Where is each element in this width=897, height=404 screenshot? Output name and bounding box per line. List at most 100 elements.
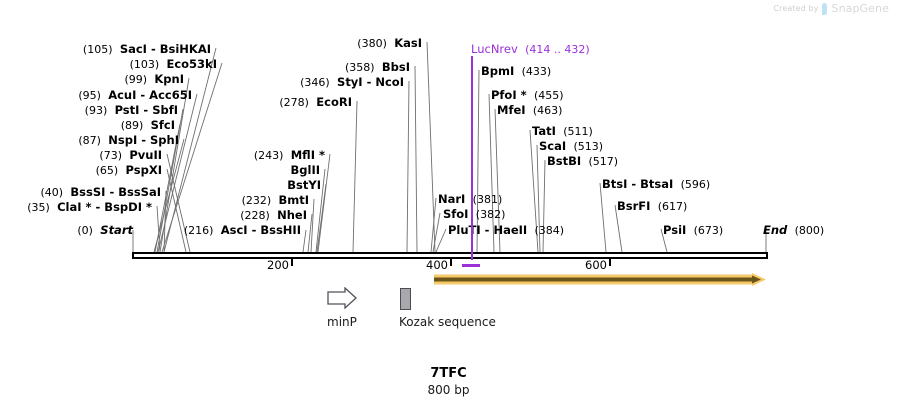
construct-length: 800 bp: [427, 383, 470, 397]
enzyme-name-acuI: AcuI - Acc65I: [108, 88, 192, 102]
enzyme-label-plutI[interactable]: PluTI - HaeII (384): [448, 224, 564, 237]
enzyme-position-bssSI: (40): [40, 186, 64, 199]
enzyme-label-scaI[interactable]: ScaI (513): [539, 140, 603, 153]
primer-lucnrev-line[interactable]: [471, 56, 473, 260]
enzyme-label-pstI[interactable]: (93) PstI - SbfI: [85, 104, 178, 117]
enzyme-label-kpnI[interactable]: (99) KpnI: [124, 73, 184, 86]
enzyme-label-bsrFI[interactable]: BsrFI (617): [617, 200, 687, 213]
enzyme-label-lucnrev[interactable]: LucNrev (414 .. 432): [471, 43, 590, 56]
enzyme-label-claI[interactable]: (35) ClaI * - BspDI *: [27, 201, 152, 214]
minp-open-arrow-icon[interactable]: [327, 286, 357, 310]
enzyme-label-narI[interactable]: NarI (381): [438, 193, 502, 206]
enzyme-label-mfeI[interactable]: MfeI (463): [497, 104, 562, 117]
enzyme-name-sacI: SacI - BsiHKAI: [119, 42, 211, 56]
enzyme-name-bpmI: BpmI: [481, 64, 515, 78]
enzyme-label-bmtI[interactable]: (232) BmtI: [242, 194, 309, 207]
enzyme-name-bglII: BglII: [290, 163, 321, 177]
enzyme-name-scaI: ScaI: [539, 139, 567, 153]
enzyme-position-kpnI: (99): [124, 73, 148, 86]
ruler-tick-label-400: 400: [426, 258, 448, 272]
enzyme-position-pfoI: (455): [533, 89, 564, 102]
enzyme-label-psiI[interactable]: PsiI (673): [663, 224, 723, 237]
enzyme-label-bssSI[interactable]: (40) BssSI - BssSaI: [41, 186, 161, 199]
enzyme-label-sfoI[interactable]: SfoI (382): [443, 208, 505, 221]
enzyme-label-nheI[interactable]: (228) NheI: [240, 209, 307, 222]
enzyme-name-mflI: MflI *: [290, 148, 325, 162]
enzyme-label-bstBI[interactable]: BstBI (517): [547, 155, 618, 168]
enzyme-name-lucnrev: LucNrev: [471, 42, 518, 56]
enzyme-name-styI: StyI - NcoI: [337, 75, 404, 89]
enzyme-label-pspXI[interactable]: (65) PspXI: [96, 164, 162, 177]
enzyme-label-end[interactable]: End (800): [763, 224, 824, 237]
enzyme-name-sfcI: SfcI: [150, 118, 175, 132]
enzyme-name-pfoI: PfoI *: [491, 88, 527, 102]
enzyme-position-start: (0): [77, 224, 93, 237]
enzyme-position-bbsI: (358): [344, 61, 375, 74]
orange-gene-arrow-icon[interactable]: [434, 272, 768, 291]
enzyme-name-start: Start: [100, 223, 133, 237]
enzyme-name-bstYI: BstYI: [287, 178, 321, 192]
enzyme-label-sacI[interactable]: (105) SacI - BsiHKAI: [83, 43, 211, 56]
enzyme-position-styI: (346): [300, 76, 330, 89]
enzyme-position-bmtI: (232): [241, 194, 272, 207]
ruler-left-cap: [132, 252, 134, 259]
enzyme-label-mflI[interactable]: (243) MflI *: [254, 149, 325, 162]
ruler-tick-600: [609, 259, 611, 266]
enzyme-label-eco53kI[interactable]: (103) Eco53kI: [130, 58, 217, 71]
enzyme-label-pfoI[interactable]: PfoI * (455): [491, 89, 564, 102]
enzyme-position-pstI: (93): [84, 104, 108, 117]
enzyme-name-bsrFI: BsrFI: [617, 199, 651, 213]
enzyme-position-mfeI: (463): [532, 104, 563, 117]
kozak-sequence-block-icon[interactable]: [400, 288, 411, 310]
enzyme-name-ecoRI: EcoRI: [316, 95, 352, 109]
primer-lucnrev-bar[interactable]: [462, 264, 480, 267]
enzyme-label-bstYI[interactable]: BstYI: [287, 179, 321, 191]
enzyme-label-acuI[interactable]: (95) AcuI - Acc65I: [78, 89, 192, 102]
enzyme-position-tatI: (511): [563, 125, 593, 138]
enzyme-label-tatI[interactable]: TatI (511): [532, 125, 593, 138]
enzyme-name-nspI: NspI - SphI: [108, 133, 179, 147]
ruler-tick-200: [291, 259, 293, 266]
enzyme-name-btsI: BtsI - BtsaI: [602, 177, 674, 191]
watermark-brand-text: SnapGene: [831, 2, 889, 15]
enzyme-position-plutI: (384): [534, 224, 565, 237]
enzyme-name-sfoI: SfoI: [443, 207, 469, 221]
snapgene-watermark: Created by SnapGene: [773, 2, 889, 15]
enzyme-position-narI: (381): [472, 193, 503, 206]
sequence-ruler: [132, 252, 768, 259]
enzyme-position-lucnrev: (414 .. 432): [525, 43, 590, 56]
enzyme-name-bstBI: BstBI: [547, 154, 582, 168]
enzyme-name-claI: ClaI * - BspDI *: [57, 200, 152, 214]
enzyme-position-psiI: (673): [693, 224, 724, 237]
watermark-created-by-text: Created by: [773, 4, 819, 13]
enzyme-label-start[interactable]: (0) Start: [77, 224, 133, 237]
enzyme-label-bpmI[interactable]: BpmI (433): [481, 65, 551, 78]
enzyme-name-bbsI: BbsI: [381, 60, 410, 74]
enzyme-position-ascI: (216): [183, 224, 214, 237]
enzyme-label-bbsI[interactable]: (358) BbsI: [345, 61, 410, 74]
enzyme-position-mflI: (243): [253, 149, 284, 162]
enzyme-label-styI[interactable]: (346) StyI - NcoI: [300, 76, 404, 89]
enzyme-position-pspXI: (65): [95, 164, 119, 177]
enzyme-label-ascI[interactable]: (216) AscI - BssHII: [184, 224, 301, 237]
ruler-tick-400: [450, 259, 452, 266]
enzyme-label-kasI[interactable]: (380) KasI: [357, 37, 422, 50]
enzyme-position-sfoI: (382): [475, 208, 506, 221]
enzyme-position-kasI: (380): [357, 37, 387, 50]
enzyme-label-bglII[interactable]: BglII: [291, 164, 321, 176]
enzyme-position-nheI: (228): [240, 209, 270, 222]
enzyme-position-end: (800): [794, 224, 825, 237]
enzyme-name-bmtI: BmtI: [278, 193, 309, 207]
enzyme-position-scaI: (513): [573, 140, 604, 153]
enzyme-label-pvuII[interactable]: (73) PvuII: [99, 149, 162, 162]
enzyme-position-claI: (35): [27, 201, 50, 214]
enzyme-label-btsI[interactable]: BtsI - BtsaI (596): [602, 178, 710, 191]
enzyme-label-sfcI[interactable]: (89) SfcI: [121, 119, 175, 132]
enzyme-name-kpnI: KpnI: [154, 72, 184, 86]
enzyme-name-nheI: NheI: [277, 208, 307, 222]
enzyme-position-bsrFI: (617): [657, 200, 688, 213]
enzyme-label-nspI[interactable]: (87) NspI - SphI: [78, 134, 179, 147]
enzyme-label-ecoRI[interactable]: (278) EcoRI: [279, 96, 352, 109]
enzyme-name-pspXI: PspXI: [125, 163, 162, 177]
